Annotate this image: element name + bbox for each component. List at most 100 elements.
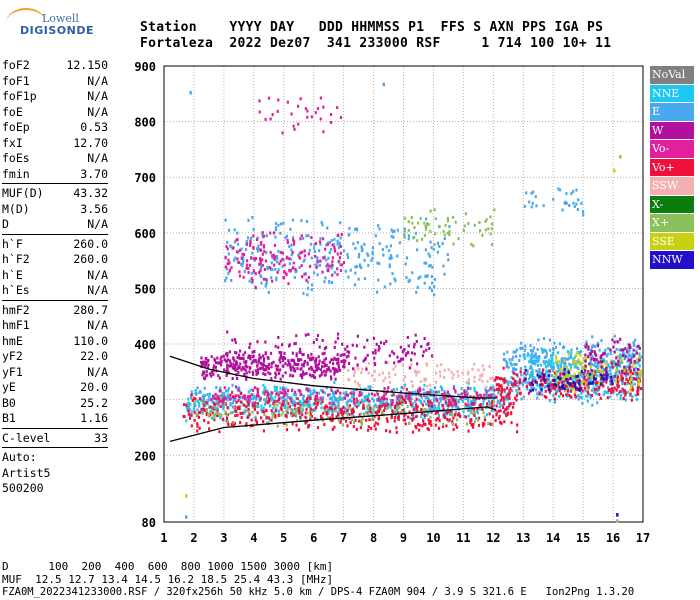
echo-point (417, 276, 420, 280)
echo-point (405, 256, 408, 260)
echo-point (535, 381, 538, 385)
x-tick-label: 14 (546, 531, 560, 545)
echo-point (203, 377, 207, 381)
echo-point (252, 234, 255, 238)
echo-point (508, 391, 512, 395)
echo-point (290, 253, 293, 257)
echo-point (249, 388, 252, 392)
echo-point (463, 414, 466, 418)
echo-point (312, 246, 316, 250)
echo-point (309, 392, 312, 396)
echo-point (279, 354, 283, 358)
echo-point (297, 122, 300, 126)
echo-point (286, 100, 289, 104)
echo-point (441, 386, 444, 390)
echo-point (471, 425, 475, 429)
echo-point (316, 403, 319, 407)
echo-point (266, 391, 270, 395)
echo-point (278, 358, 281, 362)
echo-point (231, 401, 235, 405)
echo-point (211, 396, 214, 400)
echo-point (636, 392, 639, 396)
echo-point (331, 366, 335, 370)
echo-point (476, 418, 480, 422)
echo-point (497, 387, 500, 391)
echo-point (288, 405, 291, 409)
echo-point (403, 375, 407, 379)
echo-point (295, 354, 298, 358)
echo-point (220, 414, 223, 418)
echo-point (599, 379, 603, 383)
echo-point (306, 362, 309, 366)
echo-point (197, 401, 201, 405)
echo-point (515, 362, 518, 366)
echo-point (328, 393, 331, 397)
param-row-fof1: foF1 N/A (2, 74, 108, 90)
echo-point (369, 387, 372, 391)
legend-item-w: W (650, 121, 694, 139)
echo-point (554, 345, 558, 349)
echo-point (570, 385, 574, 389)
echo-point (268, 397, 271, 401)
echo-point (212, 372, 215, 376)
echo-point (434, 380, 438, 384)
echo-point (519, 346, 523, 350)
echo-point (225, 276, 228, 280)
echo-point (304, 402, 307, 406)
echo-point (247, 218, 250, 222)
echo-point (531, 379, 534, 383)
echo-point (612, 364, 616, 368)
echo-point (547, 360, 550, 364)
echo-point (457, 400, 460, 404)
echo-point (264, 340, 267, 344)
echo-point (508, 358, 511, 362)
echo-point (337, 246, 340, 250)
echo-point (360, 371, 363, 375)
echo-point (613, 340, 616, 344)
echo-point (295, 334, 298, 338)
echo-point (227, 272, 230, 276)
echo-point (327, 256, 330, 260)
echo-point (225, 369, 228, 373)
echo-point (269, 372, 272, 376)
echo-point (638, 346, 641, 350)
echo-point (425, 275, 428, 279)
echo-point (565, 192, 568, 196)
echo-point (304, 411, 308, 415)
echo-point (568, 394, 571, 398)
echo-point (360, 422, 364, 426)
echo-point (616, 380, 620, 384)
echo-point (289, 397, 292, 401)
param-value: 3.56 (80, 201, 108, 216)
echo-point (467, 370, 470, 374)
echo-point (300, 393, 303, 397)
echo-point (567, 371, 570, 375)
echo-point (434, 232, 437, 236)
echo-point (423, 221, 426, 225)
echo-point (244, 397, 247, 401)
echo-point (402, 418, 405, 422)
echo-point (245, 377, 248, 381)
echo-point (563, 379, 566, 383)
echo-point (293, 362, 296, 366)
echo-point (334, 358, 337, 362)
echo-point (252, 269, 255, 273)
echo-point (570, 395, 573, 399)
echo-point (346, 350, 349, 354)
echo-point (295, 423, 298, 427)
echo-point (493, 378, 496, 382)
echo-point (308, 424, 311, 428)
echo-point (410, 351, 414, 355)
echo-point (264, 284, 267, 288)
echo-point (424, 217, 428, 221)
echo-point (580, 380, 583, 384)
echo-point (291, 218, 295, 222)
echo-point (347, 399, 350, 403)
echo-point (256, 411, 259, 415)
echo-point (318, 399, 322, 403)
echo-point (460, 398, 463, 402)
echo-point (253, 401, 257, 405)
echo-point (475, 416, 478, 420)
echo-point (611, 382, 614, 386)
lowell-digisonde-logo: Lowell DIGISONDE (6, 6, 93, 46)
